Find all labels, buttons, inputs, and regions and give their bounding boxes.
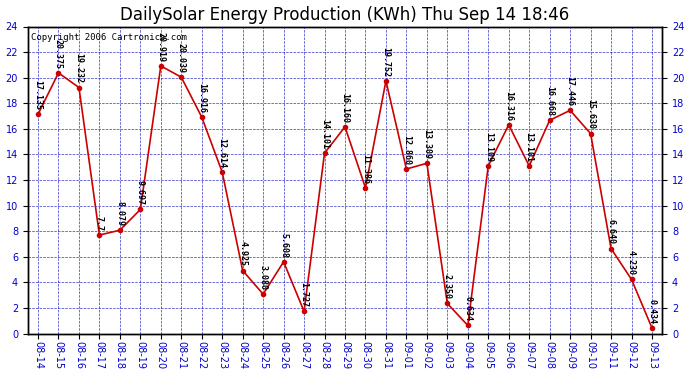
Text: 16.916: 16.916	[197, 83, 206, 113]
Text: 11.386: 11.386	[361, 154, 370, 184]
Text: 13.101: 13.101	[524, 132, 533, 162]
Text: 6.640: 6.640	[607, 219, 615, 245]
Text: 12.860: 12.860	[402, 135, 411, 165]
Text: 7.7: 7.7	[95, 216, 104, 231]
Text: 15.630: 15.630	[586, 99, 595, 129]
Text: Copyright 2006 Cartronics.com: Copyright 2006 Cartronics.com	[31, 33, 187, 42]
Text: 17.135: 17.135	[34, 80, 43, 110]
Text: 3.080: 3.080	[259, 265, 268, 290]
Text: 2.350: 2.350	[443, 274, 452, 299]
Text: 16.160: 16.160	[340, 93, 350, 123]
Text: 20.375: 20.375	[54, 39, 63, 69]
Text: 8.079: 8.079	[115, 201, 124, 226]
Text: 16.316: 16.316	[504, 91, 513, 121]
Text: 20.039: 20.039	[177, 43, 186, 73]
Text: 17.446: 17.446	[566, 76, 575, 106]
Text: 20.919: 20.919	[157, 32, 166, 62]
Text: 13.309: 13.309	[422, 129, 431, 159]
Text: 5.608: 5.608	[279, 232, 288, 258]
Text: 9.697: 9.697	[136, 180, 145, 206]
Text: 0.434: 0.434	[647, 299, 656, 324]
Text: 12.614: 12.614	[218, 138, 227, 168]
Text: 0.634: 0.634	[463, 296, 472, 321]
Text: 4.230: 4.230	[627, 250, 636, 275]
Text: 19.232: 19.232	[75, 53, 83, 83]
Text: 13.109: 13.109	[484, 132, 493, 162]
Text: 1.727: 1.727	[299, 282, 308, 307]
Title: DailySolar Energy Production (KWh) Thu Sep 14 18:46: DailySolar Energy Production (KWh) Thu S…	[120, 6, 570, 24]
Text: 4.925: 4.925	[238, 242, 247, 266]
Text: 19.752: 19.752	[382, 46, 391, 76]
Text: 14.101: 14.101	[320, 119, 329, 149]
Text: 16.668: 16.668	[545, 86, 554, 116]
